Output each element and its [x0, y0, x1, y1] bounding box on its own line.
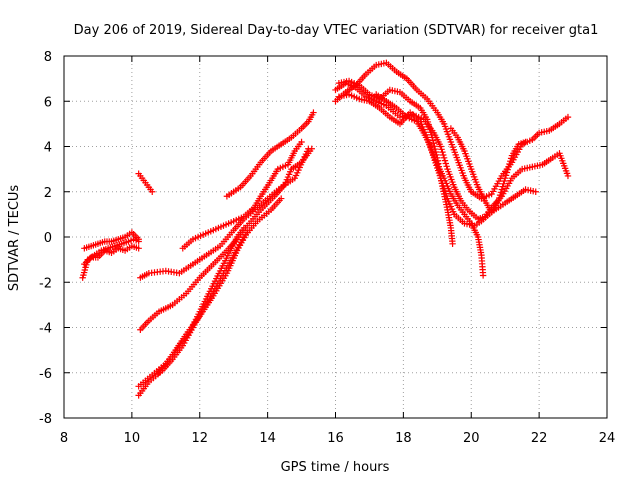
data-point [240, 224, 248, 232]
series-track-11 [223, 109, 317, 200]
y-tick-label: 6 [44, 95, 52, 110]
data-series [79, 59, 572, 399]
data-point [501, 174, 509, 182]
data-point [505, 163, 512, 171]
data-point [500, 180, 507, 188]
data-point [429, 134, 436, 141]
data-point [440, 154, 448, 162]
grid-lines [64, 56, 607, 418]
data-point [442, 160, 449, 167]
data-point [429, 137, 437, 144]
x-tick-label: 12 [191, 431, 208, 446]
data-point [437, 143, 444, 150]
data-point [564, 113, 572, 121]
y-tick-label: 2 [44, 186, 52, 201]
data-point [532, 188, 539, 195]
x-tick-label: 18 [395, 431, 412, 446]
data-point [440, 151, 447, 159]
series-track-10 [179, 138, 305, 252]
y-tick-label: 4 [44, 141, 52, 156]
x-tick-label: 10 [124, 431, 141, 446]
data-point [244, 229, 251, 236]
data-point [149, 188, 156, 195]
data-point [501, 177, 508, 185]
data-point [497, 189, 505, 196]
data-point [310, 109, 317, 116]
data-point [438, 146, 445, 153]
y-axis: -8 -6 -4 -2 0 2 4 6 8 [39, 50, 607, 427]
series-track-4 [135, 170, 156, 195]
data-point [496, 191, 504, 199]
x-tick-label: 8 [60, 431, 68, 446]
chart-title: Day 206 of 2019, Sidereal Day-to-day VTE… [74, 23, 599, 38]
series-track-9 [155, 229, 251, 376]
data-point [495, 197, 502, 204]
x-tick-label: 16 [327, 431, 344, 446]
data-point [503, 169, 511, 176]
y-tick-label: 8 [44, 50, 52, 65]
data-point [308, 145, 315, 152]
y-tick-label: 0 [44, 231, 52, 246]
data-point [564, 172, 572, 180]
data-point [135, 236, 142, 243]
data-point [507, 158, 514, 165]
data-point [479, 272, 487, 279]
data-point [449, 240, 456, 247]
x-tick-label: 14 [259, 431, 276, 446]
data-point [498, 186, 505, 193]
data-point [506, 160, 513, 168]
series-track-2 [81, 242, 142, 268]
data-point [135, 245, 142, 252]
data-point [499, 183, 506, 190]
x-tick-label: 22 [531, 431, 548, 446]
y-tick-label: -6 [39, 367, 52, 382]
data-point [507, 155, 515, 162]
series-track-3 [81, 229, 142, 252]
data-point [443, 163, 450, 170]
data-point [430, 140, 437, 147]
data-point [496, 194, 503, 202]
x-tick-label: 24 [599, 431, 616, 446]
x-axis: 8 10 12 14 16 18 20 22 24 [60, 56, 615, 446]
data-point [439, 148, 446, 156]
data-point [278, 195, 285, 202]
y-tick-label: -4 [39, 322, 52, 337]
y-tick-label: -2 [39, 276, 52, 291]
series-track-17 [447, 125, 529, 216]
data-point [298, 138, 305, 146]
data-point [504, 166, 511, 173]
series-track-8 [135, 224, 248, 390]
x-tick-label: 20 [463, 431, 480, 446]
data-point [441, 157, 449, 164]
y-axis-label: SDTVAR / TECUs [7, 185, 22, 292]
y-tick-label: -8 [39, 412, 52, 427]
data-point [502, 172, 510, 179]
data-point [522, 138, 529, 146]
series-track-16 [373, 91, 487, 279]
x-axis-label: GPS time / hours [281, 460, 390, 475]
series-track-15 [335, 77, 456, 247]
